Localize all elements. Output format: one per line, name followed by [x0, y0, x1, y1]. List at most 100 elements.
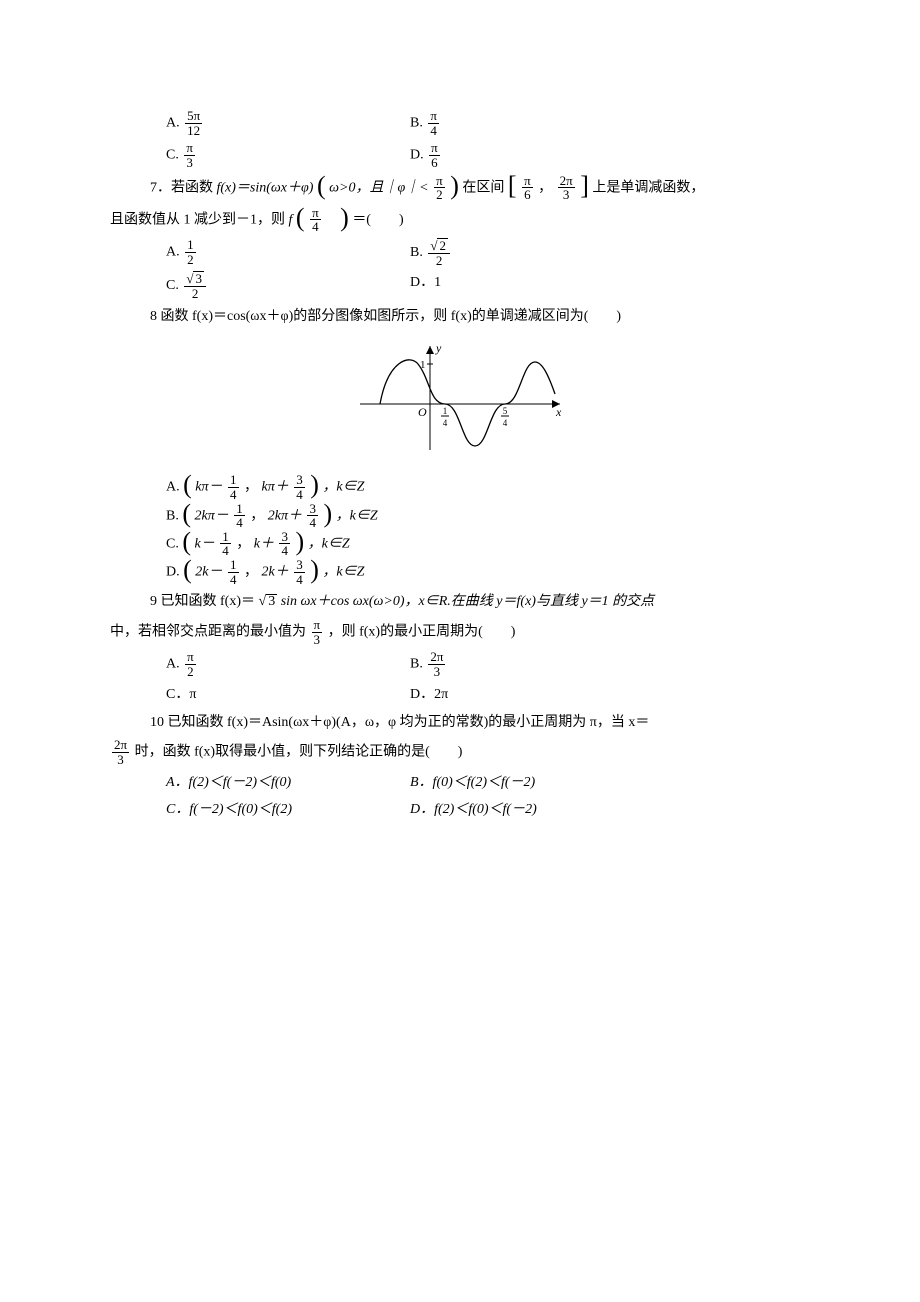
fraction: π 4 [428, 109, 439, 137]
text: 时，函数 f(x)取得最小值，则下列结论正确的是( ) [135, 745, 463, 760]
label-x: x [555, 405, 562, 419]
math: ω>0，且｜φ｜< [329, 180, 429, 195]
math: 2kπ＋ [268, 508, 302, 523]
math: 2kπ－ [195, 508, 229, 523]
opt-label: D．1 [410, 275, 441, 290]
q8-opt-c: C. ( k－ 14 ， k＋ 34 ) ，k∈Z [110, 530, 810, 558]
q6-opt-d: D. π 6 [410, 141, 810, 169]
paren-left: ( [183, 555, 192, 584]
fraction: π 2 [185, 650, 196, 678]
math: ，k∈Z [322, 480, 364, 495]
q7-opt-a: A. 1 2 [110, 238, 410, 267]
text: 8 函数 f(x)＝cos(ωx＋φ)的部分图像如图所示，则 f(x)的单调递减… [150, 309, 621, 324]
q9-row-cd: C．π D．2π [110, 683, 810, 707]
q9-row-ab: A. π 2 B. 2π 3 [110, 650, 810, 678]
text: ， [236, 536, 250, 551]
math: kπ－ [195, 480, 222, 495]
q8-opt-b: B. ( 2kπ－ 14 ， 2kπ＋ 34 ) ，k∈Z [110, 502, 810, 530]
opt-label: B. [410, 657, 423, 672]
q10-opt-b: B．f(0)＜f(2)＜f(－2) [410, 771, 810, 795]
svg-text:4: 4 [443, 418, 448, 428]
q7-opt-c: C. √3 2 [110, 271, 410, 300]
cosine-graph: y x O 1 1 4 5 4 [350, 334, 570, 454]
q10-opt-c: C．f(－2)＜f(0)＜f(2) [110, 798, 410, 822]
text: ， [244, 480, 258, 495]
text: ＝( ) [352, 212, 403, 227]
document-page: A. 5π 12 B. π 4 C. π 3 D. π 6 [0, 0, 920, 1302]
q7-stem-line2: 且函数值从 1 减少到－1，则 f ( π 4 ) ＝( ) [110, 206, 810, 234]
q6-opt-a: A. 5π 12 [110, 109, 410, 137]
q9-stem-line2: 中，若相邻交点距离的最小值为 π 3 ，则 f(x)的最小正周期为( ) [110, 618, 810, 646]
q10-row-cd: C．f(－2)＜f(0)＜f(2) D．f(2)＜f(0)＜f(－2) [110, 798, 810, 822]
q8-stem: 8 函数 f(x)＝cos(ωx＋φ)的部分图像如图所示，则 f(x)的单调递减… [110, 305, 810, 329]
q8-opt-d: D. ( 2k－ 14 ， 2k＋ 34 ) ，k∈Z [110, 558, 810, 586]
text: 10 已知函数 f(x)＝Asin(ωx＋φ)(A，ω，φ 均为正的常数)的最小… [150, 715, 649, 730]
opt-label: D. [166, 564, 180, 579]
text: 在区间 [462, 180, 504, 195]
fraction: 1 2 [185, 238, 196, 266]
fraction: π 3 [184, 141, 195, 169]
fraction: 34 [294, 558, 305, 586]
bracket-left: [ [508, 171, 517, 200]
fraction: π 4 [310, 206, 321, 234]
fraction: π 6 [522, 174, 533, 202]
curve [380, 360, 555, 446]
opt-label: A. [166, 115, 180, 130]
math: ，k∈Z [308, 536, 350, 551]
fraction: 14 [234, 502, 245, 530]
opt-text: B．f(0)＜f(2)＜f(－2) [410, 775, 535, 790]
paren-right: ) [340, 203, 349, 232]
math: ，k∈Z [322, 564, 364, 579]
label-1: 1 [420, 359, 426, 371]
math: kπ＋ [262, 480, 289, 495]
math: f(x)＝sin(ωx＋φ) [217, 180, 314, 195]
opt-text: A．f(2)＜f(－2)＜f(0) [166, 775, 291, 790]
fraction: 2π 3 [558, 174, 575, 202]
opt-label: B. [410, 245, 423, 260]
y-arrow [426, 346, 434, 354]
sqrt: 3 [266, 594, 277, 609]
q7-opt-b: B. √2 2 [410, 238, 810, 267]
paren-right: ) [310, 470, 319, 499]
opt-text: D．f(2)＜f(0)＜f(－2) [410, 802, 537, 817]
paren-right: ) [323, 499, 332, 528]
opt-label: A. [166, 244, 180, 259]
opt-label: C．π [166, 687, 196, 702]
svg-text:1: 1 [443, 406, 448, 416]
q9-opt-d: D．2π [410, 683, 810, 707]
text: 7．若函数 [150, 180, 217, 195]
label-y: y [435, 341, 442, 355]
fraction: √3 2 [184, 271, 206, 300]
q7-row-ab: A. 1 2 B. √2 2 [110, 238, 810, 267]
text: ， [538, 180, 552, 195]
math: 2k＋ [262, 564, 289, 579]
q8-chart: y x O 1 1 4 5 4 [110, 334, 810, 463]
q10-stem-line2: 2π 3 时，函数 f(x)取得最小值，则下列结论正确的是( ) [110, 738, 810, 766]
paren-right: ) [295, 527, 304, 556]
opt-label: D. [410, 148, 424, 163]
text: 中，若相邻交点距离的最小值为 [110, 625, 306, 640]
opt-label: A. [166, 657, 180, 672]
paren-left: ( [183, 470, 192, 499]
fraction: 34 [307, 502, 318, 530]
fraction: 14 [228, 558, 239, 586]
fraction: π 6 [429, 141, 440, 169]
fraction: π 3 [312, 618, 323, 646]
math: k＋ [254, 536, 274, 551]
fraction: 14 [228, 473, 239, 501]
q9-opt-b: B. 2π 3 [410, 650, 810, 678]
q8-opt-a: A. ( kπ－ 14 ， kπ＋ 34 ) ，k∈Z [110, 473, 810, 501]
fraction: 14 [220, 530, 231, 558]
fraction: 34 [279, 530, 290, 558]
tick-b-frac: 5 4 [501, 406, 509, 428]
opt-label: C. [166, 278, 179, 293]
fraction: 2π 3 [428, 650, 445, 678]
paren-right: ) [450, 171, 459, 200]
fraction: π 2 [434, 174, 445, 202]
q7-opt-d: D．1 [410, 271, 810, 300]
q6-row-ab: A. 5π 12 B. π 4 [110, 109, 810, 137]
text: 且函数值从 1 减少到－1，则 [110, 212, 289, 227]
q7-row-cd: C. √3 2 D．1 [110, 271, 810, 300]
fraction: 34 [294, 473, 305, 501]
paren-left: ( [296, 203, 305, 232]
